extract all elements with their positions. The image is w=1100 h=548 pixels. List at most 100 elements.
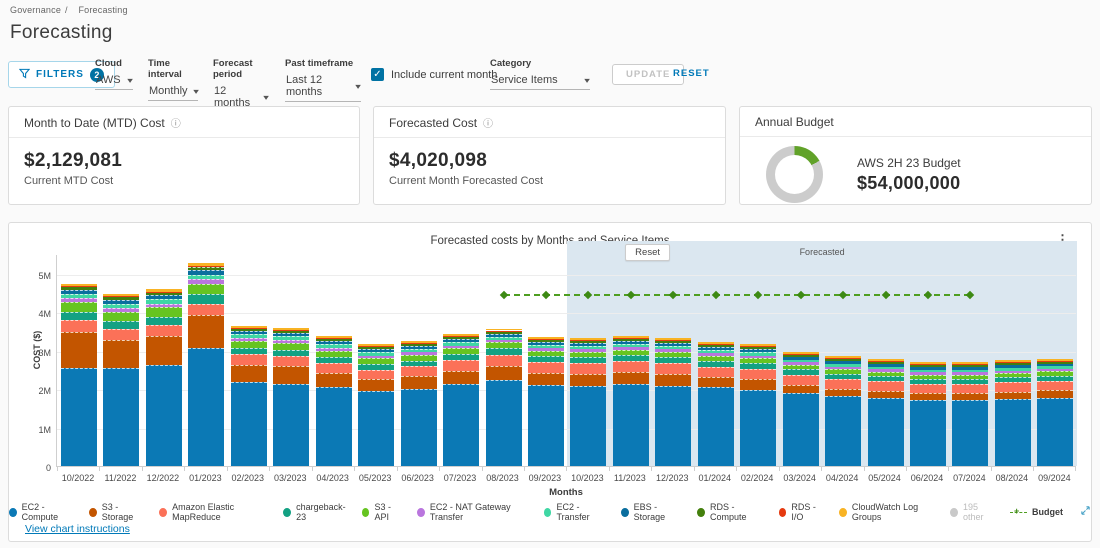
bar-segment[interactable] xyxy=(698,377,734,388)
bar-segment[interactable] xyxy=(1037,398,1073,466)
bar-segment[interactable] xyxy=(528,345,564,348)
bar-segment[interactable] xyxy=(783,360,819,363)
bar-segment[interactable] xyxy=(443,336,479,337)
bar-segment[interactable] xyxy=(740,346,776,347)
bar-segment[interactable] xyxy=(231,365,267,383)
bar-segment[interactable] xyxy=(570,352,606,357)
info-icon[interactable]: ⓘ xyxy=(171,115,181,130)
bar-segment[interactable] xyxy=(570,346,606,349)
bar-segment[interactable] xyxy=(486,342,522,348)
bar-segment[interactable] xyxy=(825,374,861,379)
bar-segment[interactable] xyxy=(443,360,479,371)
bar-segment[interactable] xyxy=(1037,362,1073,364)
bar-segment[interactable] xyxy=(910,372,946,374)
bar-segment[interactable] xyxy=(995,377,1031,382)
bar-segment[interactable] xyxy=(316,373,352,388)
bar-segment[interactable] xyxy=(401,376,437,389)
bar-segment[interactable] xyxy=(868,364,904,367)
bar-segment[interactable] xyxy=(358,364,394,370)
bar-segment[interactable] xyxy=(995,368,1031,371)
info-icon[interactable]: ⓘ xyxy=(483,115,493,130)
bar-segment[interactable] xyxy=(188,294,224,303)
past-timeframe-filter-select[interactable]: Last 12 months ▾ xyxy=(285,73,361,102)
bar-segment[interactable] xyxy=(188,270,224,274)
bar-segment[interactable] xyxy=(188,267,224,270)
bar-segment[interactable] xyxy=(146,325,182,336)
bar-segment[interactable] xyxy=(655,346,691,349)
bar-segment[interactable] xyxy=(1037,366,1073,369)
bar-segment[interactable] xyxy=(570,357,606,363)
bar-segment[interactable] xyxy=(103,308,139,312)
bar-segment[interactable] xyxy=(655,363,691,374)
bar-segment[interactable] xyxy=(528,342,564,345)
bar-segment[interactable] xyxy=(740,352,776,355)
bar-segment[interactable] xyxy=(146,289,182,291)
bar-segment[interactable] xyxy=(146,336,182,365)
bar-segment[interactable] xyxy=(740,363,776,369)
bar-segment[interactable] xyxy=(401,349,437,352)
bar-segment[interactable] xyxy=(995,371,1031,373)
bar-segment[interactable] xyxy=(868,376,904,381)
bar-segment[interactable] xyxy=(316,338,352,339)
bar-segment[interactable] xyxy=(825,364,861,367)
bar-segment[interactable] xyxy=(655,357,691,363)
bar-segment[interactable] xyxy=(825,356,861,358)
legend-item[interactable]: S3 - Storage xyxy=(89,502,144,522)
bar-segment[interactable] xyxy=(783,393,819,466)
bar-segment[interactable] xyxy=(1037,376,1073,381)
bar-segment[interactable] xyxy=(655,341,691,343)
bar-segment[interactable] xyxy=(995,360,1031,362)
bar-segment[interactable] xyxy=(570,363,606,374)
bar-segment[interactable] xyxy=(103,321,139,329)
bar-segment[interactable] xyxy=(528,337,564,339)
bar-segment[interactable] xyxy=(528,373,564,385)
bar-segment[interactable] xyxy=(868,391,904,398)
bar-segment[interactable] xyxy=(231,341,267,348)
bar-segment[interactable] xyxy=(358,347,394,349)
bar-segment[interactable] xyxy=(655,352,691,357)
bar-segment[interactable] xyxy=(188,279,224,283)
bar-segment[interactable] xyxy=(358,356,394,359)
legend-item[interactable]: 195 other xyxy=(950,502,995,522)
bar-segment[interactable] xyxy=(1037,390,1073,398)
bar-segment[interactable] xyxy=(995,365,1031,368)
bar-segment[interactable] xyxy=(103,368,139,466)
bar-segment[interactable] xyxy=(146,299,182,303)
bar-segment[interactable] xyxy=(995,399,1031,466)
bar-segment[interactable] xyxy=(868,372,904,376)
bar-segment[interactable] xyxy=(273,330,309,331)
bar-segment[interactable] xyxy=(273,340,309,343)
bar-segment[interactable] xyxy=(868,369,904,371)
bar-segment[interactable] xyxy=(401,361,437,367)
bar-segment[interactable] xyxy=(61,312,97,320)
bar-segment[interactable] xyxy=(910,362,946,364)
bar-segment[interactable] xyxy=(316,344,352,347)
bar-segment[interactable] xyxy=(740,347,776,349)
legend-item[interactable]: RDS - I/O xyxy=(779,502,824,522)
bar-segment[interactable] xyxy=(103,340,139,368)
bar-segment[interactable] xyxy=(910,370,946,373)
bar-segment[interactable] xyxy=(825,389,861,397)
bar-segment[interactable] xyxy=(995,382,1031,391)
chart-reset-button[interactable]: Reset xyxy=(625,244,670,261)
bar-segment[interactable] xyxy=(740,349,776,352)
bar-segment[interactable] xyxy=(952,362,988,364)
bar-segment[interactable] xyxy=(61,332,97,368)
bar-segment[interactable] xyxy=(401,344,437,346)
bar-segment[interactable] xyxy=(273,336,309,339)
legend-item[interactable]: RDS - Compute xyxy=(697,502,763,522)
bar-segment[interactable] xyxy=(655,374,691,386)
bar-segment[interactable] xyxy=(910,367,946,370)
legend-item[interactable]: EBS - Storage xyxy=(621,502,682,522)
bar-segment[interactable] xyxy=(952,379,988,384)
bar-segment[interactable] xyxy=(401,352,437,355)
bar-segment[interactable] xyxy=(698,344,734,345)
bar-segment[interactable] xyxy=(825,379,861,389)
bar-segment[interactable] xyxy=(910,364,946,365)
bar-segment[interactable] xyxy=(316,357,352,363)
bar-segment[interactable] xyxy=(570,374,606,386)
bar-segment[interactable] xyxy=(188,284,224,295)
bar-segment[interactable] xyxy=(613,350,649,355)
bar-segment[interactable] xyxy=(698,361,734,367)
bar-segment[interactable] xyxy=(103,329,139,340)
